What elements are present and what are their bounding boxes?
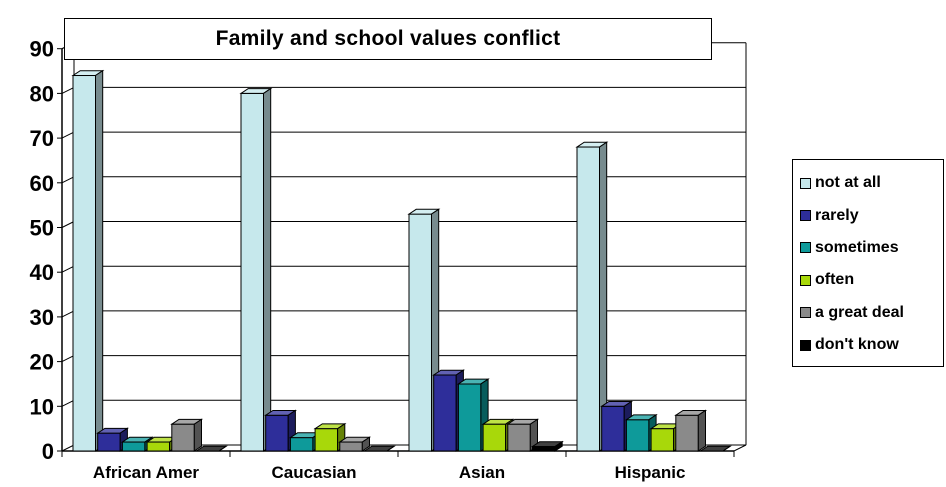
bar	[362, 445, 396, 452]
legend-item: sometimes	[800, 232, 943, 264]
legend-swatch	[800, 307, 811, 319]
grid-lines	[61, 42, 746, 445]
bar-side	[697, 409, 706, 452]
bar-side	[361, 436, 370, 452]
bar-side	[193, 418, 202, 452]
bar-front	[650, 428, 675, 452]
bar	[575, 141, 609, 452]
chart-title: Family and school values conflict	[215, 27, 561, 50]
bar-front	[240, 92, 264, 452]
gridline-side	[61, 310, 75, 318]
y-tick-label: 0	[42, 439, 54, 464]
bar-front	[675, 414, 699, 452]
bar-front	[72, 75, 96, 452]
gridline-side	[61, 86, 75, 94]
y-tick-label: 20	[30, 350, 54, 375]
bar	[506, 418, 540, 452]
legend-label: don't know	[815, 336, 899, 354]
bar	[674, 409, 708, 452]
legend-item: don't know	[800, 329, 943, 361]
bar	[71, 69, 105, 452]
bar-front	[314, 428, 339, 452]
y-tick-label: 90	[30, 37, 54, 62]
legend-swatch	[800, 242, 811, 254]
legend-item: rarely	[800, 199, 943, 231]
bar-front	[507, 423, 531, 452]
bar-front	[265, 414, 289, 452]
y-tick-label: 70	[30, 126, 54, 151]
gridline-side	[61, 131, 75, 139]
gridline-side	[61, 176, 75, 184]
bars	[71, 69, 732, 452]
gridline-side	[61, 399, 75, 407]
y-tick-label: 50	[30, 216, 54, 241]
bar	[194, 445, 228, 452]
bar-side	[263, 87, 272, 452]
bar-front	[97, 432, 121, 452]
bar-side	[554, 440, 563, 452]
bar-side	[218, 445, 227, 452]
x-tick-label: African Amer	[93, 463, 200, 482]
bar	[239, 87, 273, 452]
gridline-side	[61, 355, 75, 363]
gridline-side	[61, 265, 75, 273]
legend-swatch	[800, 210, 811, 222]
bar-front	[289, 437, 314, 452]
bar	[456, 378, 490, 452]
x-tick-label: Caucasian	[271, 463, 356, 482]
y-tick-label: 40	[30, 260, 54, 285]
legend-label: often	[815, 271, 855, 289]
bar-front	[576, 146, 600, 452]
bar-front	[433, 374, 457, 452]
bar-front	[121, 441, 146, 452]
legend-item: not at all	[800, 167, 943, 199]
bar	[698, 445, 732, 452]
bar-front	[408, 213, 432, 452]
bar-side	[386, 445, 395, 452]
bar-front	[625, 419, 650, 452]
y-tick-label: 60	[30, 171, 54, 196]
bar-side	[722, 445, 731, 452]
bar	[649, 422, 683, 452]
bar-front	[482, 423, 507, 452]
bar	[338, 436, 372, 452]
legend-label: rarely	[815, 206, 859, 224]
bar	[170, 418, 204, 452]
legend-swatch	[800, 274, 811, 286]
gridline-side	[61, 221, 75, 228]
y-tick-label: 10	[30, 394, 54, 419]
chart-title-box: Family and school values conflict	[64, 18, 712, 60]
legend-swatch	[800, 339, 811, 351]
y-tick-label: 30	[30, 305, 54, 330]
legend-label: sometimes	[815, 238, 899, 256]
axis-labels: 0 10 20 30 40 50 60 70 80 90 African Amer Caucasian…	[30, 37, 686, 482]
bar-side	[95, 69, 104, 452]
bar	[530, 440, 564, 452]
legend-label: a great deal	[815, 303, 904, 321]
bar-front	[532, 446, 556, 452]
chart-legend: not at all rarely sometimes often a great de…	[792, 159, 944, 367]
y-tick-label: 80	[30, 81, 54, 106]
bar-front	[171, 423, 195, 452]
bar-front	[601, 405, 625, 452]
bar-front	[146, 441, 171, 452]
bar-front	[457, 383, 482, 452]
x-tick-label: Asian	[459, 463, 505, 482]
bar-front	[339, 441, 363, 452]
legend-item: a great deal	[800, 297, 943, 329]
bar	[407, 208, 441, 452]
x-tick-label: Hispanic	[615, 463, 686, 482]
legend-item: often	[800, 264, 943, 296]
legend-swatch	[800, 177, 811, 189]
legend-label: not at all	[815, 174, 881, 192]
